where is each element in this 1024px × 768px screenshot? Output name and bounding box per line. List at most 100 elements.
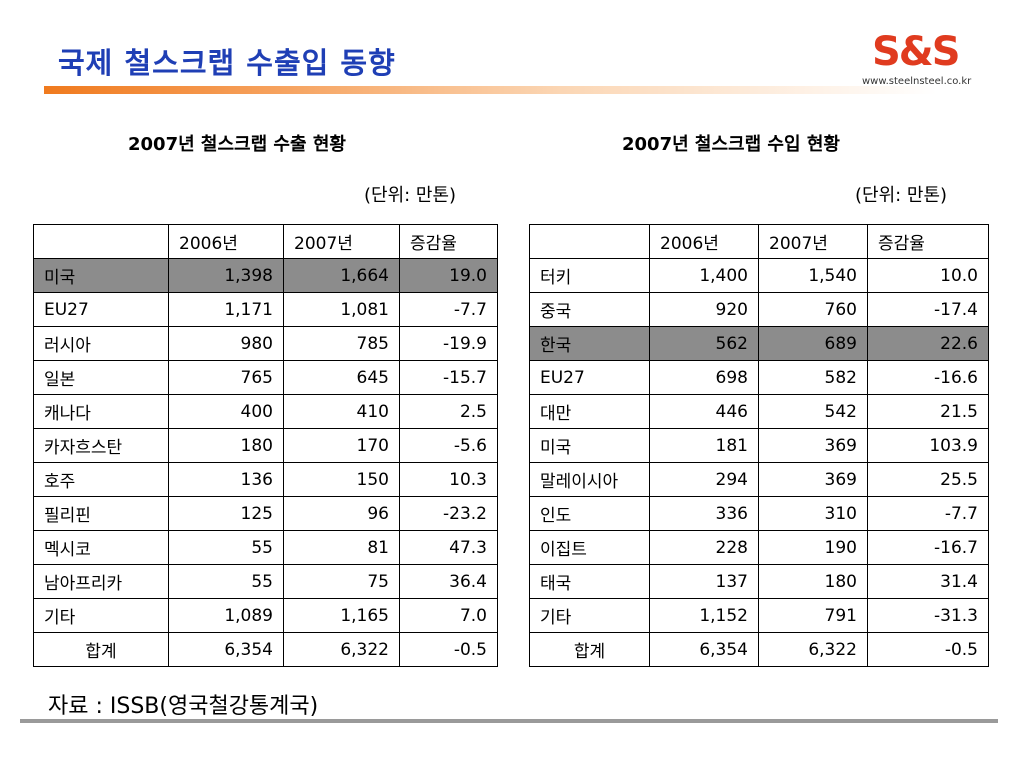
value-2007-cell: 310 xyxy=(758,496,868,531)
title-underline xyxy=(44,86,984,94)
table-header-row: 2006년 2007년 증감율 xyxy=(529,224,989,259)
value-2006-cell: 400 xyxy=(168,394,284,429)
value-2006-cell: 1,152 xyxy=(649,598,759,633)
change-rate-cell: -5.6 xyxy=(399,428,498,463)
change-rate-cell: -15.7 xyxy=(399,360,498,395)
value-2007-cell: 1,664 xyxy=(283,258,400,293)
table-row: 미국 1,398 1,664 19.0 xyxy=(33,258,498,293)
logo: S&S www.steelnsteel.co.kr xyxy=(862,30,986,90)
table-row: 일본 765 645 -15.7 xyxy=(33,360,498,395)
value-2006-cell: 6,354 xyxy=(168,632,284,667)
value-2006-cell: 1,400 xyxy=(649,258,759,293)
country-cell: 기타 xyxy=(33,598,169,633)
column-header: 2007년 xyxy=(283,224,400,259)
export-unit-label: (단위: 만톤) xyxy=(364,185,457,206)
table-row: 말레이시아 294 369 25.5 xyxy=(529,462,989,497)
column-header: 2007년 xyxy=(758,224,868,259)
country-cell: 한국 xyxy=(529,326,650,361)
country-cell: 호주 xyxy=(33,462,169,497)
value-2007-cell: 96 xyxy=(283,496,400,531)
value-2007-cell: 542 xyxy=(758,394,868,429)
value-2007-cell: 150 xyxy=(283,462,400,497)
value-2006-cell: 920 xyxy=(649,292,759,327)
export-table-title: 2007년 철스크랩 수출 현황 xyxy=(128,134,346,155)
change-rate-cell: 10.0 xyxy=(867,258,989,293)
export-table: 2006년 2007년 증감율 미국 1,398 1,664 19.0 EU27 1,171 1,… xyxy=(33,224,498,667)
value-2007-cell: 582 xyxy=(758,360,868,395)
value-2007-cell: 689 xyxy=(758,326,868,361)
value-2006-cell: 336 xyxy=(649,496,759,531)
country-cell: 필리핀 xyxy=(33,496,169,531)
country-cell: EU27 xyxy=(33,292,169,327)
value-2006-cell: 765 xyxy=(168,360,284,395)
value-2007-cell: 369 xyxy=(758,428,868,463)
value-2006-cell: 980 xyxy=(168,326,284,361)
table-row: 인도 336 310 -7.7 xyxy=(529,496,989,531)
column-header: 2006년 xyxy=(168,224,284,259)
change-rate-cell: -23.2 xyxy=(399,496,498,531)
country-cell: EU27 xyxy=(529,360,650,395)
value-2006-cell: 6,354 xyxy=(649,632,759,667)
table-row: 캐나다 400 410 2.5 xyxy=(33,394,498,429)
value-2007-cell: 785 xyxy=(283,326,400,361)
country-cell: 대만 xyxy=(529,394,650,429)
column-header: 증감율 xyxy=(867,224,989,259)
value-2006-cell: 180 xyxy=(168,428,284,463)
change-rate-cell: 2.5 xyxy=(399,394,498,429)
table-row: 기타 1,152 791 -31.3 xyxy=(529,598,989,633)
change-rate-cell: -7.7 xyxy=(399,292,498,327)
country-cell: 남아프리카 xyxy=(33,564,169,599)
slide-title: 국제 철스크랩 수출입 동향 xyxy=(58,46,396,80)
table-row: 태국 137 180 31.4 xyxy=(529,564,989,599)
change-rate-cell: 103.9 xyxy=(867,428,989,463)
change-rate-cell: 31.4 xyxy=(867,564,989,599)
value-2006-cell: 228 xyxy=(649,530,759,565)
value-2006-cell: 55 xyxy=(168,564,284,599)
value-2006-cell: 181 xyxy=(649,428,759,463)
table-header-row: 2006년 2007년 증감율 xyxy=(33,224,498,259)
value-2007-cell: 410 xyxy=(283,394,400,429)
change-rate-cell: -19.9 xyxy=(399,326,498,361)
value-2007-cell: 75 xyxy=(283,564,400,599)
country-cell: 이집트 xyxy=(529,530,650,565)
value-2007-cell: 760 xyxy=(758,292,868,327)
change-rate-cell: 36.4 xyxy=(399,564,498,599)
value-2007-cell: 170 xyxy=(283,428,400,463)
table-row: EU27 1,171 1,081 -7.7 xyxy=(33,292,498,327)
country-cell: 캐나다 xyxy=(33,394,169,429)
value-2006-cell: 137 xyxy=(649,564,759,599)
change-rate-cell: -16.6 xyxy=(867,360,989,395)
column-header: 증감율 xyxy=(399,224,498,259)
country-cell: 합계 xyxy=(529,632,650,667)
table-row: 한국 562 689 22.6 xyxy=(529,326,989,361)
change-rate-cell: 10.3 xyxy=(399,462,498,497)
table-row: 멕시코 55 81 47.3 xyxy=(33,530,498,565)
change-rate-cell: 7.0 xyxy=(399,598,498,633)
value-2007-cell: 791 xyxy=(758,598,868,633)
country-cell: 중국 xyxy=(529,292,650,327)
change-rate-cell: -0.5 xyxy=(399,632,498,667)
total-row: 합계 6,354 6,322 -0.5 xyxy=(33,632,498,667)
table-row: 이집트 228 190 -16.7 xyxy=(529,530,989,565)
table-row: EU27 698 582 -16.6 xyxy=(529,360,989,395)
change-rate-cell: -7.7 xyxy=(867,496,989,531)
table-row: 카자흐스탄 180 170 -5.6 xyxy=(33,428,498,463)
change-rate-cell: 22.6 xyxy=(867,326,989,361)
value-2006-cell: 136 xyxy=(168,462,284,497)
value-2006-cell: 446 xyxy=(649,394,759,429)
value-2006-cell: 562 xyxy=(649,326,759,361)
value-2007-cell: 645 xyxy=(283,360,400,395)
country-cell: 터키 xyxy=(529,258,650,293)
header-corner-cell xyxy=(33,224,169,259)
change-rate-cell: 25.5 xyxy=(867,462,989,497)
table-row: 필리핀 125 96 -23.2 xyxy=(33,496,498,531)
value-2006-cell: 1,398 xyxy=(168,258,284,293)
country-cell: 멕시코 xyxy=(33,530,169,565)
value-2006-cell: 125 xyxy=(168,496,284,531)
change-rate-cell: -17.4 xyxy=(867,292,989,327)
change-rate-cell: 21.5 xyxy=(867,394,989,429)
table-row: 미국 181 369 103.9 xyxy=(529,428,989,463)
table-row: 남아프리카 55 75 36.4 xyxy=(33,564,498,599)
value-2007-cell: 1,540 xyxy=(758,258,868,293)
value-2006-cell: 1,171 xyxy=(168,292,284,327)
